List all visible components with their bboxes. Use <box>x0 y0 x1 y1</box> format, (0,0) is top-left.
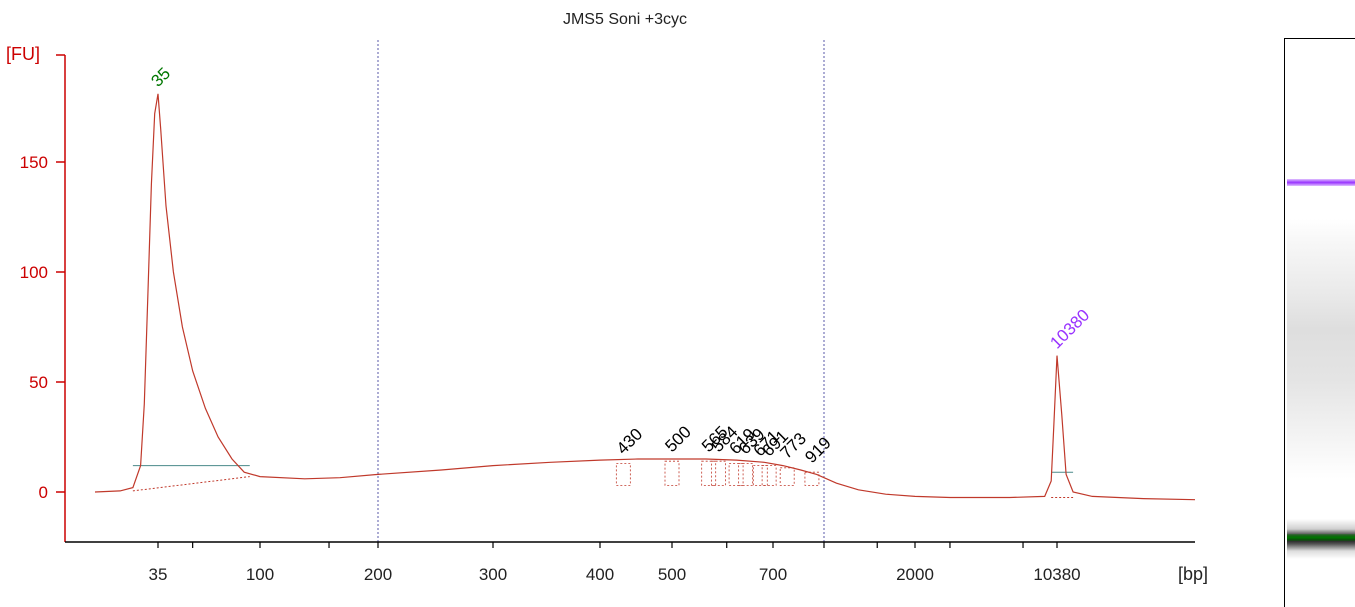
peak-label: 10380 <box>1046 306 1093 353</box>
y-tick-label: 150 <box>20 153 48 172</box>
peak-window <box>804 471 820 486</box>
trace <box>94 93 1196 501</box>
chart-title: JMS5 Soni +3cyc <box>563 11 687 28</box>
region-boundary-lines <box>377 40 825 542</box>
peak-window <box>738 462 754 486</box>
gel-lane <box>1287 39 1355 579</box>
peak-window <box>615 462 631 486</box>
y-tick-label: 100 <box>20 263 48 282</box>
peak-label: 430 <box>613 425 646 458</box>
peak-window <box>711 460 727 486</box>
upper-marker-band <box>1287 179 1355 186</box>
x-tick-label: 400 <box>586 565 614 584</box>
peak-label: 919 <box>801 433 834 466</box>
peak-baselines <box>132 460 1074 498</box>
peak-window <box>664 460 680 486</box>
electropherogram-chart: JMS5 Soni +3cyc [FU] [bp] 0 50 100 150 35 10… <box>6 11 1208 584</box>
x-tick-label: 35 <box>149 565 168 584</box>
peak-window <box>728 462 744 486</box>
x-tick-label: 700 <box>759 565 787 584</box>
axes: [FU] [bp] <box>6 44 1208 584</box>
x-tick-label: 300 <box>479 565 507 584</box>
peak-label: 500 <box>661 422 694 455</box>
y-ticks: 0 50 100 150 <box>20 54 65 502</box>
x-tick-label: 2000 <box>896 565 934 584</box>
y-axis-label: [FU] <box>6 44 40 64</box>
peak-window <box>761 465 777 486</box>
peak-label: 35 <box>147 64 174 91</box>
x-tick-label: 10380 <box>1033 565 1080 584</box>
lower-marker-integration <box>132 476 250 492</box>
peak-window <box>779 467 795 486</box>
x-tick-label: 200 <box>364 565 392 584</box>
x-tick-label: 500 <box>658 565 686 584</box>
lower-marker-band <box>1287 534 1355 541</box>
signal-trace <box>94 93 1196 501</box>
x-ticks: 35 100 200 300 400 500 700 2000 10380 <box>149 542 1081 584</box>
peak-window <box>752 465 768 486</box>
x-tick-label: 100 <box>246 565 274 584</box>
y-tick-label: 0 <box>39 483 48 502</box>
y-tick-label: 50 <box>29 373 48 392</box>
gel-image-panel <box>1284 38 1355 607</box>
x-axis-label: [bp] <box>1178 564 1208 584</box>
peak-window <box>701 460 717 486</box>
